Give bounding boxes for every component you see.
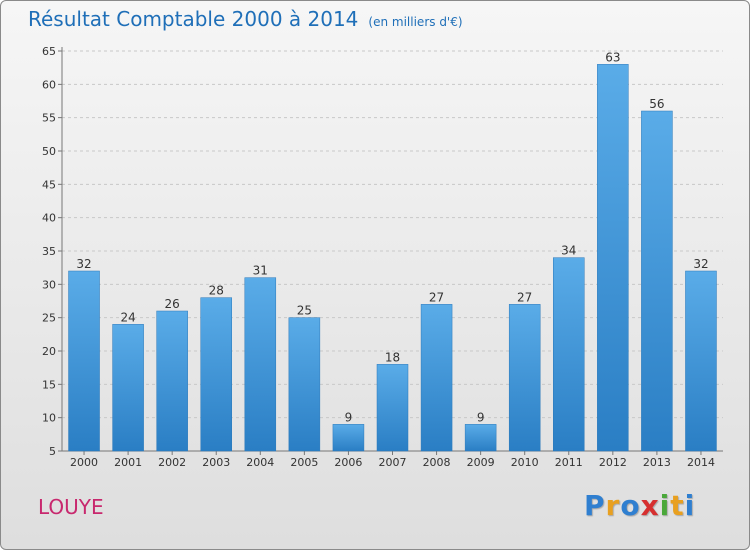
y-tick-label: 55 xyxy=(42,112,56,125)
chart-title-row: Résultat Comptable 2000 à 2014 (en millie… xyxy=(28,7,463,31)
bar-2009 xyxy=(464,424,497,452)
chart-title: Résultat Comptable 2000 à 2014 xyxy=(28,7,359,31)
y-tick-label: 15 xyxy=(42,378,56,391)
proxiti-logo[interactable]: Proxiti xyxy=(584,489,695,522)
bar-2008 xyxy=(420,304,453,452)
x-tick-label: 2002 xyxy=(158,456,186,469)
value-label: 25 xyxy=(297,304,312,318)
value-label: 31 xyxy=(253,264,268,278)
value-label: 28 xyxy=(209,284,224,298)
x-tick-label: 2000 xyxy=(70,456,98,469)
value-label: 24 xyxy=(120,310,135,324)
logo-letter: i xyxy=(659,489,671,522)
value-label: 26 xyxy=(165,297,180,311)
bar-2000 xyxy=(68,270,100,452)
logo-letter: r xyxy=(605,489,621,522)
commune-name: LOUYE xyxy=(38,495,104,519)
value-label: 27 xyxy=(517,290,532,304)
x-tick-label: 2001 xyxy=(114,456,142,469)
value-label: 32 xyxy=(76,257,91,271)
x-tick-label: 2003 xyxy=(202,456,230,469)
x-tick-label: 2011 xyxy=(555,456,583,469)
value-label: 63 xyxy=(605,50,620,64)
bar-2013 xyxy=(641,110,673,452)
logo-letter: t xyxy=(670,489,685,522)
y-tick-label: 30 xyxy=(42,278,56,291)
x-tick-label: 2004 xyxy=(246,456,274,469)
x-tick-label: 2013 xyxy=(643,456,671,469)
y-tick-label: 50 xyxy=(42,145,56,158)
chart-subtitle: (en milliers d'€) xyxy=(368,15,463,29)
y-tick-label: 60 xyxy=(42,78,56,91)
y-tick-label: 40 xyxy=(42,212,56,225)
value-label: 32 xyxy=(693,257,708,271)
y-tick-label: 65 xyxy=(42,45,56,58)
x-tick-label: 2010 xyxy=(511,456,539,469)
x-tick-label: 2005 xyxy=(290,456,318,469)
logo-letter: x xyxy=(640,489,660,522)
x-tick-label: 2012 xyxy=(599,456,627,469)
x-tick-label: 2006 xyxy=(334,456,362,469)
labels: 5 10 15 20 25 30 35 40 45 50 55 60 65 2000 32 2001 24 200… xyxy=(42,45,715,469)
y-tick-label: 35 xyxy=(42,245,56,258)
bar-2010 xyxy=(508,304,541,452)
bar-2011 xyxy=(553,257,585,452)
bars xyxy=(68,64,717,452)
logo-letter: i xyxy=(684,489,696,522)
value-label: 34 xyxy=(561,244,576,258)
y-tick-label: 20 xyxy=(42,345,56,358)
bar-2004 xyxy=(244,277,277,452)
y-tick-label: 10 xyxy=(42,412,56,425)
bar-2003 xyxy=(200,297,232,452)
x-tick-label: 2008 xyxy=(423,456,451,469)
value-label: 27 xyxy=(429,290,444,304)
bar-2005 xyxy=(288,317,321,452)
x-tick-label: 2009 xyxy=(467,456,495,469)
bar-2006 xyxy=(332,424,365,452)
bar-2002 xyxy=(156,310,188,452)
value-label: 9 xyxy=(345,410,353,424)
logo-letter: o xyxy=(620,489,641,522)
logo-letter: P xyxy=(584,489,606,522)
value-label: 56 xyxy=(649,97,664,111)
bar-2001 xyxy=(112,324,144,452)
value-label: 18 xyxy=(385,350,400,364)
bar-2007 xyxy=(376,364,409,452)
y-tick-label: 45 xyxy=(42,178,56,191)
x-tick-label: 2014 xyxy=(687,456,715,469)
y-tick-label: 5 xyxy=(49,445,56,458)
bar-2012 xyxy=(597,64,629,452)
y-tick-label: 25 xyxy=(42,312,56,325)
x-tick-label: 2007 xyxy=(379,456,407,469)
bar-2014 xyxy=(685,270,717,452)
value-label: 9 xyxy=(477,410,485,424)
